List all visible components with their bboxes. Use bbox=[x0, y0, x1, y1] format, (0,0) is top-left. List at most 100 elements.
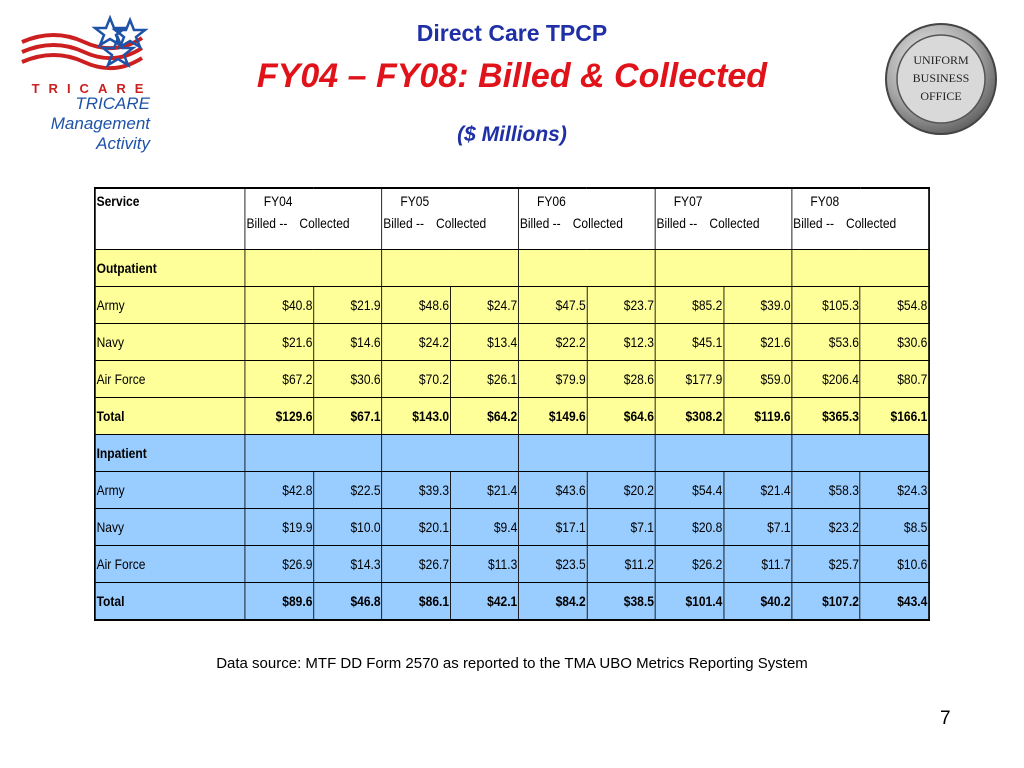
billed-label: Billed -- bbox=[246, 215, 288, 231]
billed-value: $54.4 bbox=[654, 471, 724, 509]
row-label: Army bbox=[94, 471, 246, 509]
billed-value: $23.5 bbox=[518, 545, 588, 583]
collected-value: $7.1 bbox=[723, 508, 793, 546]
tma-line-1: TRICARE bbox=[75, 94, 150, 113]
billed-value: $47.5 bbox=[518, 286, 588, 324]
table-header-row: Service FY04 Billed -- Collected FY05 Billed… bbox=[94, 187, 930, 250]
billed-value: $129.6 bbox=[244, 397, 315, 435]
billed-value: $58.3 bbox=[791, 471, 861, 509]
section-row-inpatient: Inpatient bbox=[94, 434, 930, 472]
billed-value: $70.2 bbox=[381, 360, 451, 398]
collected-value: $10.0 bbox=[313, 508, 383, 546]
billed-value: $17.1 bbox=[518, 508, 588, 546]
table-row: Army $42.8 $22.5 $39.3 $21.4 $43.6 $20.2 $54.4 $… bbox=[94, 471, 930, 509]
billed-collected-labels: Billed -- Collected bbox=[793, 209, 927, 231]
year-header-fy08: FY08 Billed -- Collected bbox=[791, 187, 930, 250]
empty-cell bbox=[244, 434, 383, 472]
collected-value: $21.4 bbox=[723, 471, 793, 509]
year-label: FY07 bbox=[673, 193, 703, 209]
billed-value: $89.6 bbox=[244, 582, 315, 621]
billed-value: $86.1 bbox=[381, 582, 451, 621]
billed-collected-labels: Billed -- Collected bbox=[520, 209, 654, 231]
billed-value: $177.9 bbox=[654, 360, 724, 398]
empty-cell bbox=[791, 249, 930, 287]
collected-value: $46.8 bbox=[313, 582, 383, 621]
collected-value: $64.2 bbox=[449, 397, 519, 435]
collected-value: $7.1 bbox=[586, 508, 656, 546]
collected-value: $23.7 bbox=[586, 286, 656, 324]
collected-value: $24.7 bbox=[449, 286, 519, 324]
year-label: FY04 bbox=[263, 193, 293, 209]
row-label: Air Force bbox=[94, 360, 246, 398]
empty-cell bbox=[518, 434, 656, 472]
billed-value: $67.2 bbox=[244, 360, 315, 398]
year-label: FY08 bbox=[810, 193, 840, 209]
billed-label: Billed -- bbox=[793, 215, 834, 231]
collected-value: $39.0 bbox=[723, 286, 793, 324]
collected-value: $30.6 bbox=[859, 323, 930, 361]
year-header-fy06: FY06 Billed -- Collected bbox=[518, 187, 656, 250]
collected-value: $14.6 bbox=[313, 323, 383, 361]
section-row-outpatient: Outpatient bbox=[94, 249, 930, 287]
collected-label: Collected bbox=[709, 215, 760, 231]
collected-value: $119.6 bbox=[723, 397, 793, 435]
tricare-wordmark: TRICARE bbox=[31, 81, 153, 96]
collected-value: $20.2 bbox=[586, 471, 656, 509]
collected-value: $11.7 bbox=[723, 545, 793, 583]
row-label: Army bbox=[94, 286, 246, 324]
billed-value: $26.2 bbox=[654, 545, 724, 583]
collected-value: $21.4 bbox=[449, 471, 519, 509]
tricare-flag-icon bbox=[21, 14, 149, 70]
collected-value: $21.9 bbox=[313, 286, 383, 324]
collected-label: Collected bbox=[572, 215, 623, 231]
billed-label: Billed -- bbox=[519, 215, 561, 231]
table-row: Navy $21.6 $14.6 $24.2 $13.4 $22.2 $12.3 $45.1 $… bbox=[94, 323, 930, 361]
table-row: Total $129.6 $67.1 $143.0 $64.2 $149.6 $64.6 $3… bbox=[94, 397, 930, 435]
billed-value: $39.3 bbox=[381, 471, 451, 509]
billed-value: $40.8 bbox=[244, 286, 315, 324]
collected-value: $43.4 bbox=[859, 582, 930, 621]
billed-value: $53.6 bbox=[791, 323, 861, 361]
billed-collected-labels: Billed -- Collected bbox=[247, 209, 381, 231]
billed-value: $365.3 bbox=[791, 397, 861, 435]
billed-value: $107.2 bbox=[791, 582, 861, 621]
billed-value: $48.6 bbox=[381, 286, 451, 324]
year-header-fy04: FY04 Billed -- Collected bbox=[244, 187, 383, 250]
billed-value: $79.9 bbox=[518, 360, 588, 398]
collected-value: $8.5 bbox=[859, 508, 930, 546]
collected-label: Collected bbox=[299, 215, 350, 231]
billed-value: $20.1 bbox=[381, 508, 451, 546]
billed-value: $43.6 bbox=[518, 471, 588, 509]
billed-value: $105.3 bbox=[791, 286, 861, 324]
billed-value: $45.1 bbox=[654, 323, 724, 361]
year-header-fy07: FY07 Billed -- Collected bbox=[654, 187, 793, 250]
table-row: Air Force $26.9 $14.3 $26.7 $11.3 $23.5 $11.2 $… bbox=[94, 545, 930, 583]
collected-value: $64.6 bbox=[586, 397, 656, 435]
billed-value: $20.8 bbox=[654, 508, 724, 546]
billed-value: $101.4 bbox=[654, 582, 724, 621]
billed-value: $85.2 bbox=[654, 286, 724, 324]
billed-label: Billed -- bbox=[656, 215, 698, 231]
collected-value: $12.3 bbox=[586, 323, 656, 361]
collected-value: $80.7 bbox=[859, 360, 930, 398]
collected-value: $10.6 bbox=[859, 545, 930, 583]
billed-value: $42.8 bbox=[244, 471, 315, 509]
service-header: Service bbox=[94, 187, 246, 250]
table-row: Total $89.6 $46.8 $86.1 $42.1 $84.2 $38.5 $101.… bbox=[94, 582, 930, 621]
collected-value: $54.8 bbox=[859, 286, 930, 324]
section-label: Outpatient bbox=[94, 249, 246, 287]
billed-value: $26.9 bbox=[244, 545, 315, 583]
collected-value: $14.3 bbox=[313, 545, 383, 583]
empty-cell bbox=[791, 434, 930, 472]
empty-cell bbox=[381, 249, 519, 287]
collected-value: $22.5 bbox=[313, 471, 383, 509]
seal-text-1: UNIFORM bbox=[913, 53, 969, 67]
collected-value: $9.4 bbox=[449, 508, 519, 546]
collected-value: $24.3 bbox=[859, 471, 930, 509]
empty-cell bbox=[244, 249, 383, 287]
slide-subtitle: Direct Care TPCP bbox=[416, 20, 608, 46]
collected-value: $40.2 bbox=[723, 582, 793, 621]
billed-value: $22.2 bbox=[518, 323, 588, 361]
billed-value: $308.2 bbox=[654, 397, 724, 435]
units-label: ($ Millions) bbox=[457, 123, 567, 146]
